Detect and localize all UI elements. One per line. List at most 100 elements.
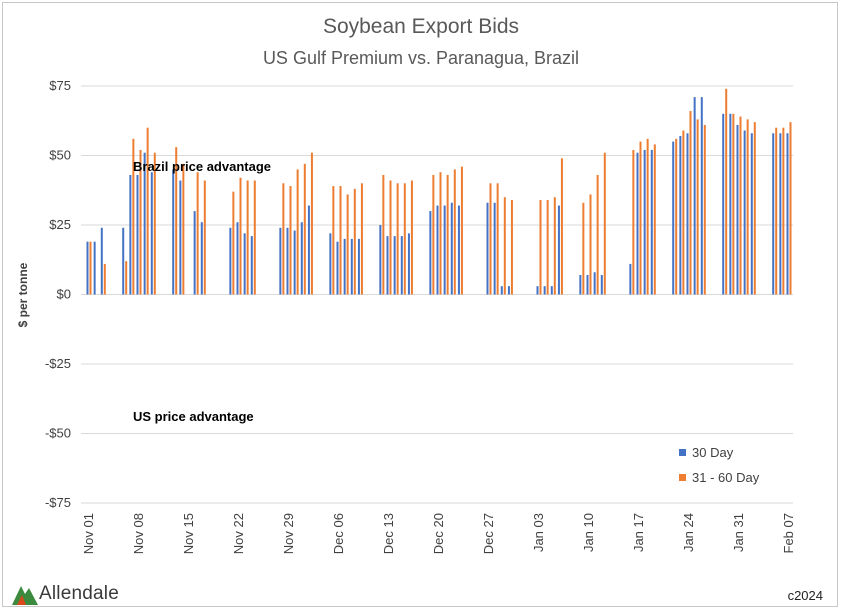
allendale-logo: Allendale [11, 581, 119, 607]
bar-31-60-day-57 [732, 113, 735, 295]
bar-30-day-1 [93, 241, 96, 295]
bar-31-60-day-28 [403, 183, 406, 295]
bar-31-60-day-52 [682, 130, 685, 295]
bar-30-day-32 [436, 205, 439, 295]
y-tick-labels: $75 $50 $25 $0 -$25 -$50 -$75 [45, 78, 71, 510]
y-tick-label-6: -$75 [45, 495, 71, 510]
bar-31-60-day-21 [339, 186, 342, 295]
bar-30-day-39 [507, 286, 510, 295]
x-tick-labels: Nov 01 Nov 08 Nov 15 Nov 22 Nov 29 Dec 06 Dec … [81, 513, 796, 554]
bar-30-day-19 [300, 222, 303, 295]
chart-subtitle: US Gulf Premium vs. Paranagua, Brazil [263, 48, 579, 68]
legend-label-31-60-day: 31 - 60 Day [692, 470, 760, 485]
x-tick-label-9: Jan 03 [531, 513, 546, 552]
allendale-logo-mark-icon [12, 586, 38, 605]
bar-31-60-day-47 [632, 149, 635, 295]
bar-30-day-4 [129, 174, 132, 295]
bar-31-60-day-53 [689, 111, 692, 295]
bar-31-60-day-9 [196, 172, 199, 295]
annotation-us-advantage: US price advantage [133, 409, 254, 424]
bar-30-day-35 [457, 205, 460, 295]
bar-30-day-33 [443, 205, 446, 295]
bar-30-day-22 [336, 241, 339, 295]
bar-31-60-day-39 [539, 199, 542, 295]
bar-30-day-7 [150, 172, 153, 295]
bar-30-day-40 [536, 286, 539, 295]
bar-30-day-0 [86, 241, 89, 295]
bar-31-60-day-54 [696, 119, 699, 295]
bar-31-60-day-37 [503, 197, 506, 295]
bar-31-60-day-26 [389, 180, 392, 295]
y-tick-label-5: -$50 [45, 426, 71, 441]
bar-30-day-43 [557, 205, 560, 295]
bar-31-60-day-7 [175, 147, 178, 295]
bar-30-day-56 [700, 97, 703, 295]
bar-31-60-day-20 [332, 186, 335, 295]
bar-31-60-day-38 [510, 199, 513, 295]
bar-31-60-day-24 [360, 183, 363, 295]
allendale-logo-text: Allendale [39, 583, 119, 604]
bar-30-day-64 [786, 133, 789, 295]
x-tick-label-11: Jan 17 [631, 513, 646, 552]
bar-30-day-61 [750, 133, 753, 295]
bar-30-day-47 [600, 275, 603, 295]
bar-31-60-day-36 [496, 183, 499, 295]
copyright-text: c2024 [787, 588, 823, 603]
bar-31-60-day-55 [703, 124, 706, 295]
y-tick-label-3: $0 [57, 287, 71, 302]
bar-30-day-25 [357, 238, 360, 295]
bar-30-day-37 [493, 202, 496, 295]
bar-31-60-day-10 [203, 180, 206, 295]
bar-30-day-28 [393, 236, 396, 295]
bar-30-day-48 [629, 263, 632, 295]
bar-30-day-41 [543, 286, 546, 295]
bar-31-60-day-34 [460, 166, 463, 295]
chart: Soybean Export Bids US Gulf Premium vs. … [16, 15, 796, 554]
x-tick-label-1: Nov 08 [131, 513, 146, 554]
bar-30-day-24 [350, 238, 353, 295]
bar-30-day-46 [593, 272, 596, 295]
y-tick-label-2: $25 [49, 217, 71, 232]
bar-30-day-59 [736, 124, 739, 295]
bar-30-day-10 [193, 211, 196, 295]
bar-30-day-36 [486, 202, 489, 295]
bar-31-60-day-56 [725, 88, 728, 295]
bar-30-day-54 [686, 133, 689, 295]
bar-31-60-day-23 [353, 188, 356, 295]
x-tick-label-13: Jan 31 [731, 513, 746, 552]
bar-31-60-day-31 [439, 172, 442, 295]
bar-30-day-45 [586, 275, 589, 295]
bar-30-day-38 [500, 286, 503, 295]
bar-30-day-62 [772, 133, 775, 295]
bar-30-day-14 [243, 233, 246, 295]
bar-31-60-day-2 [125, 261, 128, 295]
x-tick-label-4: Nov 29 [281, 513, 296, 554]
x-tick-label-0: Nov 01 [81, 513, 96, 554]
bar-30-day-27 [386, 236, 389, 295]
bar-31-60-day-44 [589, 194, 592, 295]
y-tick-label-4: -$25 [45, 356, 71, 371]
bar-31-60-day-27 [396, 183, 399, 295]
legend-label-30-day: 30 Day [692, 445, 734, 460]
bar-31-60-day-25 [382, 174, 385, 295]
bar-30-day-50 [643, 149, 646, 295]
bar-31-60-day-14 [253, 180, 256, 295]
y-axis-label: $ per tonne [16, 262, 30, 327]
bar-31-60-day-32 [446, 174, 449, 295]
bar-30-day-3 [122, 227, 125, 295]
bar-31-60-day-15 [282, 183, 285, 295]
bar-31-60-day-35 [489, 183, 492, 295]
bar-30-day-58 [729, 113, 732, 295]
bar-31-60-day-5 [146, 127, 149, 295]
bar-31-60-day-6 [153, 152, 156, 295]
bar-31-60-day-12 [239, 177, 242, 295]
legend: 30 Day 31 - 60 Day [679, 445, 760, 485]
bar-31-60-day-49 [646, 138, 649, 295]
bar-31-60-day-3 [132, 138, 135, 295]
bar-31-60-day-18 [303, 163, 306, 295]
bar-30-day-51 [650, 149, 653, 295]
bar-30-day-11 [200, 222, 203, 295]
bar-30-day-13 [236, 222, 239, 295]
bar-31-60-day-8 [182, 163, 185, 295]
bar-31-60-day-41 [553, 197, 556, 295]
